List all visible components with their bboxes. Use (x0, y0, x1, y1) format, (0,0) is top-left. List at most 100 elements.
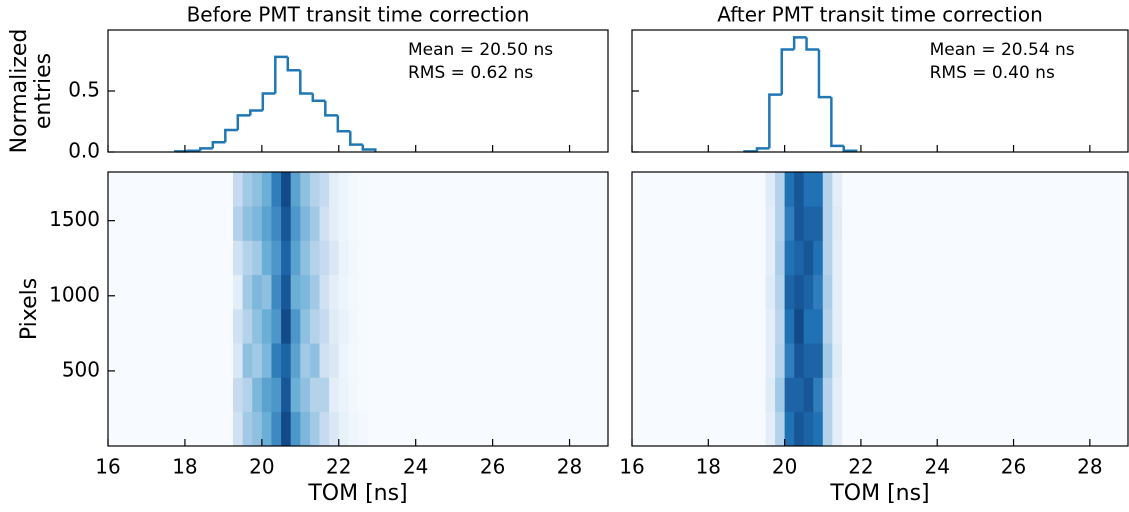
heatmap-cell (271, 206, 282, 241)
heatmap-cell (233, 240, 243, 276)
heatmap-cell (271, 309, 282, 344)
heatmap-cell (252, 240, 263, 276)
annotation: RMS = 0.40 ns (930, 63, 1055, 83)
heatmap-cell (300, 274, 311, 310)
heatmap-cell (338, 377, 349, 413)
heatmap-cell (233, 309, 243, 344)
x-tick-label: 26 (480, 455, 505, 479)
heatmap-cell (329, 411, 340, 447)
heatmap-cell (290, 172, 301, 207)
hist-step (755, 147, 770, 152)
heatmap-cell (803, 343, 814, 378)
heatmap-cell (794, 343, 804, 378)
heatmap-cell (765, 206, 776, 241)
heatmap-cell (261, 309, 272, 344)
heatmap-cell (775, 240, 785, 276)
heatmap-cell (309, 377, 320, 413)
y-tick-label: 500 (62, 357, 100, 381)
hist-step (349, 131, 363, 146)
heatmap-cell (822, 172, 833, 207)
heatmap-cell (319, 309, 330, 344)
heatmap-cell (281, 309, 291, 344)
heatmap-cell (794, 411, 804, 447)
heatmap-cell (794, 377, 804, 413)
heatmap-cell (242, 172, 253, 207)
hist-step (274, 55, 288, 94)
heatmap-cell (290, 274, 301, 310)
heatmap-cell (233, 411, 243, 447)
x-tick-label: 22 (848, 455, 873, 479)
heatmap-cell (794, 274, 804, 310)
hist-step (817, 49, 832, 99)
heatmap-cell (358, 377, 368, 413)
heatmap-cell (803, 240, 814, 276)
heatmap-cell (338, 343, 349, 378)
hist-step (186, 149, 201, 153)
heatmap-cell (813, 240, 824, 276)
heatmap-cell (281, 206, 291, 241)
heatmap-cell (765, 172, 776, 207)
heatmap-cell (784, 172, 795, 207)
heatmap-cell (329, 206, 340, 241)
heatmap-cell (233, 377, 243, 413)
heatmap-cell (281, 240, 291, 276)
heatmap-cell (784, 377, 795, 413)
heatmap-cell (319, 274, 330, 310)
x-tick-label: 18 (696, 455, 721, 479)
heatmap-cell (242, 240, 253, 276)
x-tick-label: 22 (326, 455, 351, 479)
heatmap-cell (832, 309, 843, 344)
heatmap-cell (329, 309, 340, 344)
heatmap-cell (348, 411, 359, 447)
x-tick-label: 24 (925, 455, 950, 479)
annotation: Mean = 20.50 ns (408, 40, 553, 60)
heatmap-cell (329, 240, 340, 276)
hist-step (199, 147, 213, 151)
heatmap-cell (784, 274, 795, 310)
x-tick-label: 24 (403, 455, 428, 479)
heatmap-cell (348, 172, 359, 207)
heatmap-cell (290, 343, 301, 378)
heatmap-cell (765, 411, 776, 447)
heatmap-cell (358, 240, 368, 276)
heatmap-cell (832, 343, 843, 378)
heatmap-cell (319, 377, 330, 413)
hist-step (842, 145, 858, 153)
heatmap-cell (252, 274, 263, 310)
heatmap-cell (348, 309, 359, 344)
heatmap-cell (242, 343, 253, 378)
heatmap-cell (832, 411, 843, 447)
heatmap-cell (242, 274, 253, 310)
heatmap-cell (271, 377, 282, 413)
heatmap-cell (803, 411, 814, 447)
annotation: RMS = 0.62 ns (408, 63, 533, 83)
heatmap-cell (281, 343, 291, 378)
heatmap-cell (329, 274, 340, 310)
heatmap-cell (300, 411, 311, 447)
heatmap-cell (794, 206, 804, 241)
heatmap-cell (261, 377, 272, 413)
heatmap-cell (794, 309, 804, 344)
axes-frame (631, 171, 1129, 447)
heatmap-cell (261, 172, 272, 207)
heatmap-cell (252, 309, 263, 344)
y-axis-label: entries (31, 53, 56, 129)
y-tick-label: 1000 (49, 282, 100, 306)
heatmap-cell (233, 172, 243, 207)
heatmap-cell (832, 172, 843, 207)
heatmap-cell (784, 411, 795, 447)
hist-step (780, 48, 795, 95)
axes-frame (107, 171, 609, 447)
annotation: Mean = 20.54 ns (930, 40, 1075, 60)
heatmap-cell (271, 240, 282, 276)
heatmap-cell (261, 343, 272, 378)
hist-step (336, 115, 351, 133)
heatmap-cell (775, 274, 785, 310)
heatmap-cell (348, 240, 359, 276)
heatmap-cell (319, 240, 330, 276)
heatmap-cell (765, 309, 776, 344)
heatmap-cell (822, 274, 833, 310)
heatmap-cell (784, 343, 795, 378)
hist-step (792, 36, 807, 50)
hist-step (324, 100, 338, 117)
